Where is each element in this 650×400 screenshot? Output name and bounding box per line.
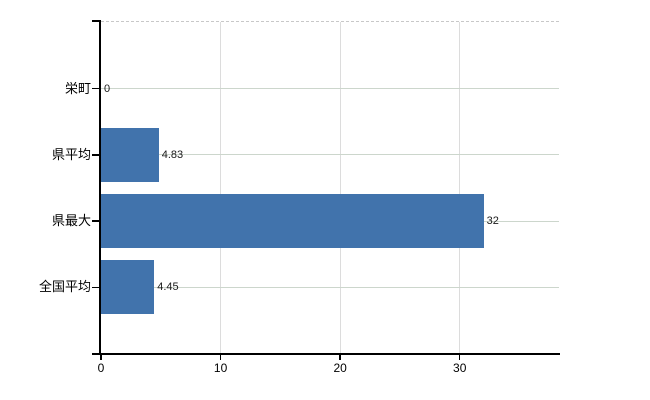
horizontal-gridline <box>101 88 559 89</box>
y-axis-top-tick <box>92 20 100 22</box>
category-label-全国平均: 全国平均 <box>38 279 91 295</box>
bar-value-label: 4.83 <box>161 148 184 161</box>
x-axis-line <box>92 353 560 355</box>
x-tick-label: 30 <box>453 361 467 375</box>
y-tick <box>92 87 100 90</box>
bar-全国平均 <box>101 260 155 315</box>
category-label-栄町: 栄町 <box>64 80 91 96</box>
x-tick <box>458 355 461 360</box>
category-label-県最大: 県最大 <box>51 213 91 229</box>
horizontal-gridline <box>101 154 559 156</box>
x-tick-label: 10 <box>213 361 228 375</box>
bar-value-label: 4.45 <box>157 281 179 294</box>
x-tick-label: 0 <box>97 361 105 375</box>
y-tick <box>92 220 100 222</box>
bar-value-label: 0 <box>104 82 111 95</box>
bar-value-label: 32 <box>486 215 499 228</box>
x-tick <box>100 355 102 360</box>
y-tick <box>92 286 100 289</box>
x-tick <box>339 355 341 360</box>
horizontal-gridline <box>101 286 559 288</box>
y-tick <box>92 154 100 156</box>
vertical-gridline <box>459 22 461 354</box>
category-label-県平均: 県平均 <box>51 146 91 162</box>
vertical-gridline <box>220 22 222 354</box>
y-axis-line <box>99 20 101 355</box>
plot-top-border <box>101 21 559 22</box>
plot-area: 0 4.83 32 4.45 <box>101 21 559 354</box>
bar-県最大 <box>101 194 484 249</box>
bar-県平均 <box>101 127 159 182</box>
vertical-gridline <box>339 22 341 354</box>
x-tick-label: 20 <box>333 361 347 375</box>
x-tick <box>219 355 222 360</box>
